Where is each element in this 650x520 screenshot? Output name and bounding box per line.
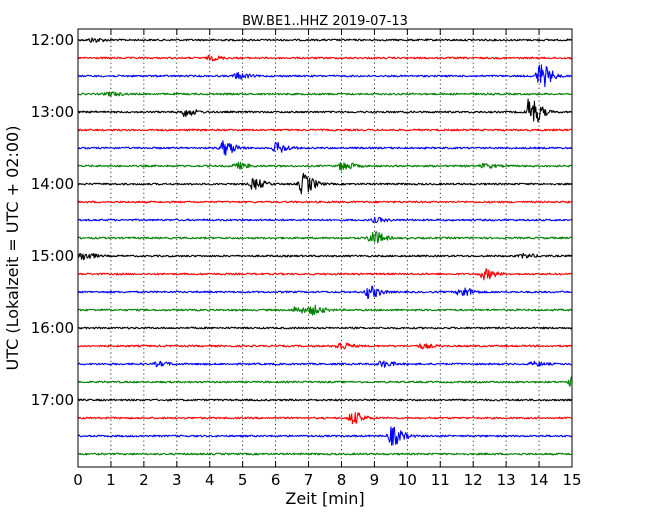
x-axis-ticks: 0 1 2 3 4 5 6 7 8 9 10 11 12 13 14 15 xyxy=(73,29,582,489)
x-tick-label: 13 xyxy=(497,471,516,489)
y-axis-label: UTC (Lokalzeit = UTC + 02:00) xyxy=(3,126,22,371)
trace-1545 xyxy=(77,304,572,316)
y-tick-label: 16:00 xyxy=(31,319,74,337)
trace-1600 xyxy=(77,326,572,330)
y-tick-label: 14:00 xyxy=(31,175,74,193)
trace-1500 xyxy=(77,252,572,261)
y-tick-label: 15:00 xyxy=(31,247,74,265)
x-tick-label: 2 xyxy=(139,471,149,489)
x-tick-label: 14 xyxy=(530,471,549,489)
trace-1215 xyxy=(77,54,572,62)
x-tick-label: 7 xyxy=(304,471,314,489)
trace-1530 xyxy=(77,285,572,299)
trace-1515 xyxy=(77,268,572,281)
trace-1245 xyxy=(77,91,572,97)
trace-1715 xyxy=(77,412,572,425)
trace-1430 xyxy=(77,216,572,224)
x-tick-label: 4 xyxy=(205,471,215,489)
trace-1400 xyxy=(77,172,572,195)
x-tick-label: 6 xyxy=(271,471,281,489)
x-tick-label: 3 xyxy=(172,471,182,489)
x-tick-label: 10 xyxy=(398,471,417,489)
trace-1230 xyxy=(77,64,572,88)
y-tick-label: 13:00 xyxy=(31,103,74,121)
trace-1345 xyxy=(77,161,572,171)
trace-1330 xyxy=(77,140,572,156)
y-tick-label: 17:00 xyxy=(31,391,74,409)
y-tick-label: 12:00 xyxy=(31,31,74,49)
plot-frame xyxy=(77,28,573,468)
trace-group xyxy=(77,37,573,456)
trace-1445 xyxy=(77,231,572,244)
x-axis-label: Zeit [min] xyxy=(285,489,364,508)
trace-1630 xyxy=(77,360,572,368)
chart-title: BW.BE1..HHZ 2019-07-13 xyxy=(242,14,408,29)
trace-1645 xyxy=(77,376,573,387)
vertical-grid xyxy=(110,29,540,467)
x-tick-label: 5 xyxy=(238,471,248,489)
x-tick-label: 12 xyxy=(464,471,483,489)
trace-1730 xyxy=(77,426,572,446)
x-tick-label: 1 xyxy=(106,471,116,489)
x-tick-label: 15 xyxy=(562,471,581,489)
trace-1200 xyxy=(77,37,572,43)
x-tick-label: 8 xyxy=(337,471,347,489)
trace-1700 xyxy=(77,398,572,402)
trace-1315 xyxy=(77,128,572,132)
x-tick-label: 11 xyxy=(431,471,450,489)
trace-1415 xyxy=(77,200,572,204)
trace-1615 xyxy=(77,342,572,350)
trace-1300 xyxy=(77,98,572,123)
y-axis-ticks: 12:00 13:00 14:00 15:00 16:00 17:00 xyxy=(31,31,572,409)
trace-1745 xyxy=(77,452,572,456)
x-tick-label: 9 xyxy=(370,471,380,489)
x-tick-label: 0 xyxy=(73,471,83,489)
